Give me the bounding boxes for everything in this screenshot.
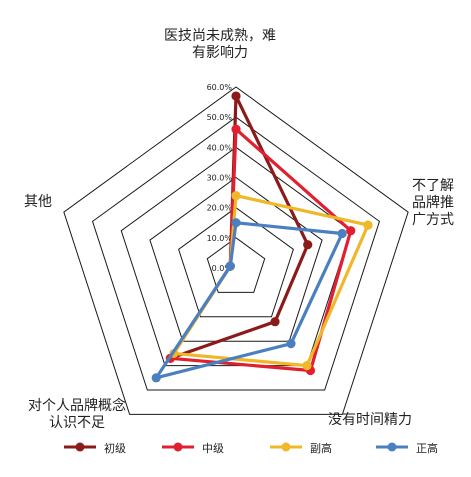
data-point (363, 220, 373, 230)
tick-label: 50.0% (207, 113, 233, 122)
tick-label: 10.0% (207, 234, 233, 243)
grid-ring (206, 237, 266, 293)
data-point (303, 240, 313, 250)
legend-swatch-2 (162, 442, 194, 452)
data-point (302, 361, 312, 371)
legend: 初级 中级 副高 正高 (62, 436, 462, 460)
data-point (231, 91, 241, 101)
data-point (337, 228, 347, 239)
grid-ring (91, 116, 381, 391)
data-point (225, 261, 235, 271)
axis-label-2: 不了解 品牌推 广方式 (412, 178, 454, 228)
data-point (231, 191, 241, 201)
data-point (346, 226, 356, 236)
tick-labels: 0.0% 10.0% 20.0% 30.0% 40.0% 50.0% 60.0% (207, 83, 233, 273)
tick-label: 20.0% (207, 204, 233, 213)
radar-series (151, 91, 373, 383)
data-point (231, 124, 241, 134)
series-line-4 (154, 221, 344, 380)
data-point (286, 339, 296, 349)
legend-label-1: 初级 (104, 442, 126, 455)
legend-label-3: 副高 (310, 442, 332, 455)
tick-label: 40.0% (207, 143, 233, 152)
tick-label: 30.0% (207, 174, 233, 183)
data-point (270, 317, 280, 327)
tick-label: 60.0% (207, 83, 233, 92)
legend-label-2: 中级 (202, 442, 224, 455)
axis-label-5: 其他 (24, 194, 52, 210)
tick-label: 0.0% (212, 264, 233, 273)
legend-label-4: 正高 (416, 442, 438, 455)
grid-ring (63, 86, 409, 415)
axis-label-4: 对个人品牌概念 认识不足 (28, 398, 126, 431)
legend-swatch-3 (270, 442, 302, 452)
grid-ring (178, 207, 294, 318)
legend-swatch-4 (376, 442, 408, 452)
axis-label-3: 没有时间精力 (328, 412, 412, 428)
data-point (231, 218, 241, 228)
legend-swatch-1 (64, 442, 96, 452)
data-point (151, 373, 161, 383)
axis-label-1: 医技尚未成熟，难 有影响力 (164, 28, 276, 61)
